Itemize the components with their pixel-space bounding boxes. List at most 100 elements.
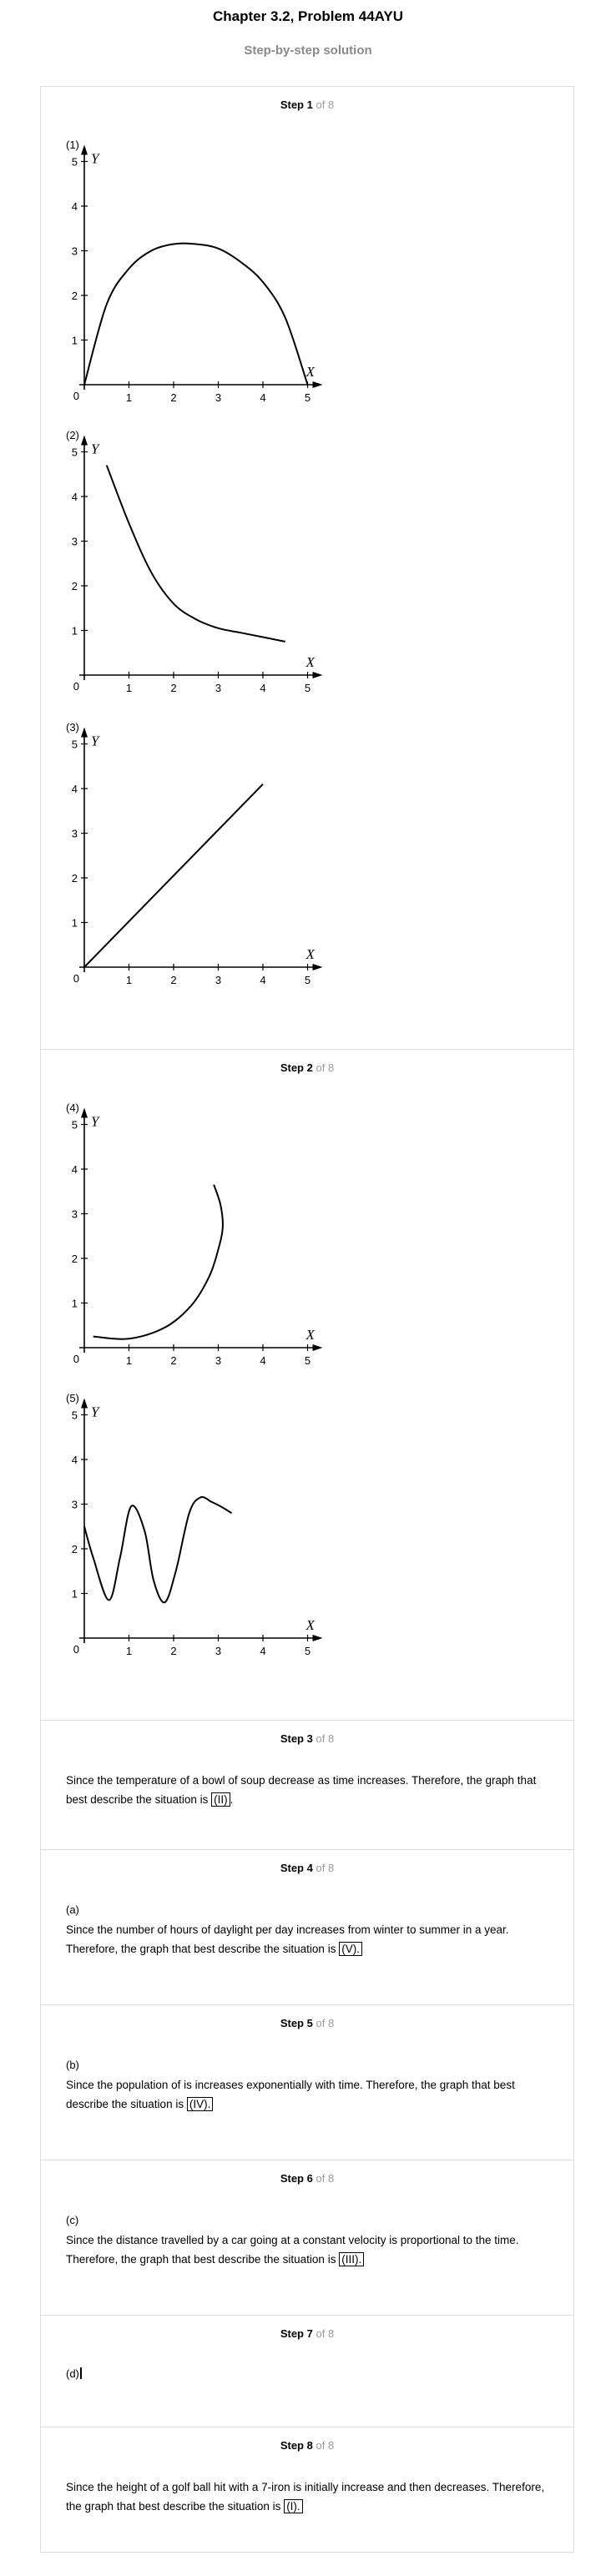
explanation: Since the height of a golf ball hit with… bbox=[66, 2481, 545, 2513]
answer-box: (III). bbox=[339, 2252, 365, 2266]
answer-box: (II) bbox=[211, 1792, 230, 1807]
step-card-2: Step 2 of 8 (4) 1 1 2 2 3 3 4 4 5 5 0 X Y (5) 1 1 2 2 3 3… bbox=[40, 1050, 574, 1721]
x-tick-label: 5 bbox=[305, 1354, 311, 1367]
series-line bbox=[105, 465, 285, 643]
step-count: of 8 bbox=[316, 98, 335, 111]
y-tick-label: 5 bbox=[72, 446, 78, 459]
step-heading: Step 5 of 8 bbox=[41, 2017, 573, 2029]
graph-5: 1 1 2 2 3 3 4 4 5 5 0 X Y bbox=[72, 1398, 323, 1657]
step-word: Step bbox=[280, 98, 304, 111]
step-word: Step bbox=[280, 2439, 304, 2452]
graph-2: 1 1 2 2 3 3 4 4 5 5 0 X Y bbox=[72, 435, 323, 694]
step-number: 1 bbox=[306, 98, 313, 111]
graph-tag: (3) bbox=[66, 721, 79, 733]
x-tick-label: 2 bbox=[170, 974, 176, 986]
step-count: of 8 bbox=[316, 1061, 335, 1074]
origin-label: 0 bbox=[73, 390, 79, 402]
y-tick-label: 5 bbox=[72, 739, 78, 751]
y-axis-label: Y bbox=[91, 1404, 100, 1420]
x-tick-label: 5 bbox=[305, 682, 311, 694]
y-tick-label: 2 bbox=[72, 1253, 78, 1265]
step-text: Since the temperature of a bowl of soup … bbox=[66, 1771, 550, 1809]
explanation: Since the population of is increases exp… bbox=[66, 2079, 515, 2110]
series-line bbox=[83, 1495, 233, 1604]
y-tick-label: 1 bbox=[72, 917, 78, 930]
x-tick-label: 2 bbox=[170, 1645, 176, 1657]
step-count: of 8 bbox=[316, 1862, 335, 1874]
step-card-1: Step 1 of 8 (1) 1 1 2 2 3 3 4 4 5 5 0 X Y (2) 1 1 2 2 3 3… bbox=[40, 86, 574, 1050]
y-tick-label: 3 bbox=[72, 828, 78, 840]
graph-tag: (5) bbox=[66, 1392, 79, 1404]
graph-tag: (1) bbox=[66, 139, 79, 151]
answer-box: (IV). bbox=[186, 2097, 214, 2111]
y-tick-label: 2 bbox=[72, 1543, 78, 1555]
step-card-3: Step 3 of 8 Since the temperature of a b… bbox=[40, 1721, 574, 1850]
x-tick-label: 1 bbox=[126, 682, 132, 694]
y-tick-label: 4 bbox=[72, 1454, 78, 1466]
y-axis-label: Y bbox=[91, 441, 100, 457]
step-text: Since the number of hours of daylight pe… bbox=[66, 1920, 550, 1958]
y-tick-label: 4 bbox=[72, 200, 78, 213]
step-text: Since the distance travelled by a car go… bbox=[66, 2231, 550, 2269]
step-text: Since the height of a golf ball hit with… bbox=[66, 2478, 550, 2516]
step-heading: Step 3 of 8 bbox=[41, 1732, 573, 1745]
x-tick-label: 2 bbox=[170, 1354, 176, 1367]
y-axis-arrow bbox=[81, 727, 88, 738]
x-tick-label: 5 bbox=[305, 974, 311, 986]
y-tick-label: 2 bbox=[72, 872, 78, 885]
step-card-8: Step 8 of 8 Since the height of a golf b… bbox=[40, 2427, 574, 2553]
x-tick-label: 2 bbox=[170, 391, 176, 404]
x-axis-label: X bbox=[305, 654, 316, 670]
part-tag: (a) bbox=[66, 1903, 79, 1916]
y-tick-label: 4 bbox=[72, 1163, 78, 1176]
step-number: 8 bbox=[306, 2439, 313, 2452]
origin-label: 0 bbox=[73, 972, 79, 985]
x-tick-label: 1 bbox=[126, 1645, 132, 1657]
graph-tag: (2) bbox=[66, 429, 79, 441]
explanation: Since the temperature of a bowl of soup … bbox=[66, 1774, 537, 1806]
text-caret bbox=[79, 2367, 82, 2379]
x-tick-label: 3 bbox=[215, 974, 221, 986]
explanation: Since the number of hours of daylight pe… bbox=[66, 1923, 509, 1955]
step-number: 4 bbox=[306, 1862, 313, 1874]
step-card-5: Step 5 of 8 (b) Since the population of … bbox=[40, 2005, 574, 2160]
step-word: Step bbox=[280, 2017, 304, 2029]
y-axis-arrow bbox=[81, 144, 88, 155]
x-axis-arrow bbox=[312, 1635, 323, 1641]
part-tag-text: (d) bbox=[66, 2367, 79, 2380]
x-tick-label: 3 bbox=[215, 1645, 221, 1657]
step-count: of 8 bbox=[316, 2017, 335, 2029]
step-card-4: Step 4 of 8 (a) Since the number of hour… bbox=[40, 1850, 574, 2005]
y-tick-label: 3 bbox=[72, 245, 78, 258]
step-heading: Step 8 of 8 bbox=[41, 2439, 573, 2452]
x-tick-label: 4 bbox=[260, 1354, 265, 1367]
step-count: of 8 bbox=[316, 2327, 335, 2340]
answer-box: (V). bbox=[339, 1942, 362, 1956]
x-axis-label: X bbox=[305, 1617, 316, 1633]
step-heading: Step 4 of 8 bbox=[41, 1862, 573, 1874]
series-line bbox=[83, 242, 309, 386]
step-text: Since the population of is increases exp… bbox=[66, 2075, 550, 2114]
step-number: 2 bbox=[306, 1061, 313, 1074]
y-axis-label: Y bbox=[91, 151, 100, 167]
x-tick-label: 5 bbox=[305, 1645, 311, 1657]
answer-box: (I). bbox=[284, 2499, 303, 2513]
step-word: Step bbox=[280, 1061, 304, 1074]
origin-label: 0 bbox=[73, 1353, 79, 1365]
y-tick-label: 4 bbox=[72, 783, 78, 795]
explanation: Since the distance travelled by a car go… bbox=[66, 2234, 519, 2266]
x-axis-label: X bbox=[305, 1327, 316, 1343]
x-axis-label: X bbox=[305, 364, 316, 380]
x-tick-label: 3 bbox=[215, 682, 221, 694]
y-tick-label: 3 bbox=[72, 1208, 78, 1221]
y-tick-label: 1 bbox=[72, 625, 78, 638]
y-axis-label: Y bbox=[91, 733, 100, 749]
x-tick-label: 4 bbox=[260, 682, 265, 694]
y-tick-label: 1 bbox=[72, 335, 78, 347]
part-tag: (c) bbox=[66, 2214, 79, 2226]
step-word: Step bbox=[280, 2172, 304, 2185]
series-line bbox=[83, 783, 264, 968]
graph-tag: (4) bbox=[66, 1101, 79, 1114]
y-tick-label: 4 bbox=[72, 491, 78, 503]
y-axis-arrow bbox=[81, 1107, 88, 1118]
